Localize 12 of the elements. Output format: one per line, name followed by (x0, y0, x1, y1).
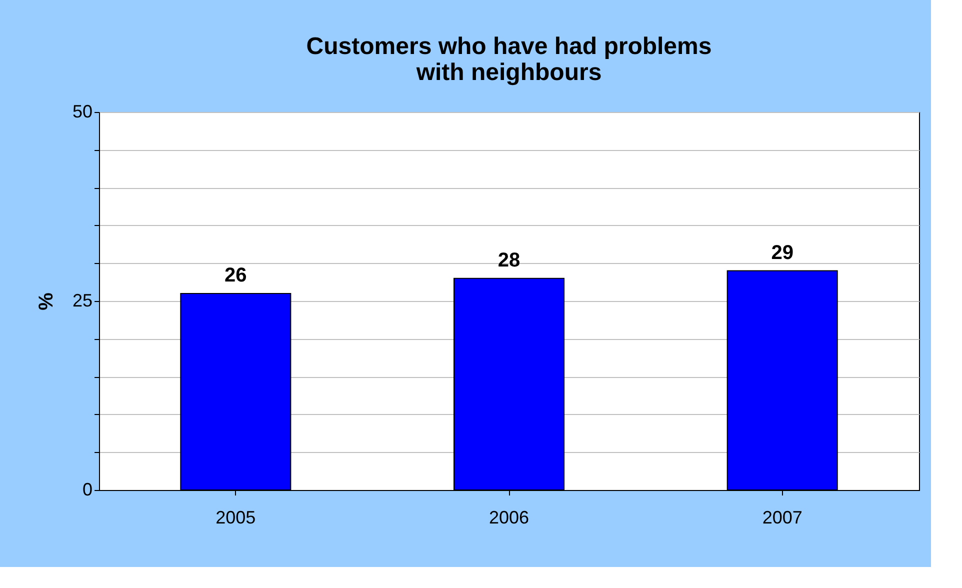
y-tick-label: 0 (82, 480, 92, 500)
data-label: 28 (498, 249, 520, 272)
text: with neighbours (416, 59, 602, 86)
x-tick-label: 2005 (216, 508, 256, 528)
data-label: 26 (224, 264, 247, 286)
y-axis-title: % (35, 292, 58, 310)
x-tick-label: 2007 (762, 508, 802, 528)
y-tick-label: 50 (72, 102, 92, 122)
data-label: 29 (771, 242, 794, 264)
x-tick-label: 2006 (488, 508, 530, 528)
y-tick-label: 25 (72, 290, 92, 310)
text: Customers who have had problems (306, 33, 712, 60)
